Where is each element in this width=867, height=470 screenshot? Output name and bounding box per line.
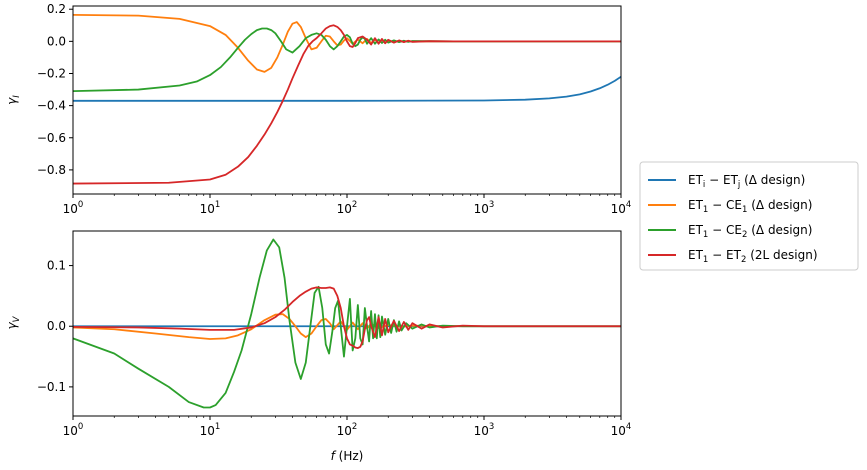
legend-frame — [639, 161, 859, 271]
top-x-tick-label: 102 — [337, 200, 358, 216]
top-series-line-1 — [73, 75, 621, 102]
legend-label-4: ET1 − ET2 (2L design) — [688, 248, 818, 265]
bottom-x-tick-label: 102 — [337, 422, 358, 438]
x-axis-label: f (Hz) — [331, 449, 364, 463]
legend-label-2: ET1 − CE1 (Δ design) — [688, 198, 812, 215]
top-series-line-3 — [73, 27, 621, 93]
top-series-line-4 — [73, 24, 621, 185]
legend-label-3: ET1 − CE2 (Δ design) — [688, 223, 812, 240]
bottom-y-tick-label: −0.1 — [37, 380, 66, 394]
bottom-y-axis-label: γV — [5, 315, 22, 329]
top-y-tick-label: 0.2 — [47, 2, 66, 16]
top-x-tick-label: 100 — [63, 200, 84, 216]
bottom-y-tick-label: 0.0 — [47, 319, 66, 333]
top-y-tick-label: 0.0 — [47, 34, 66, 48]
top-panel: 0.2 0.0 −0.2 −0.4 −0.6 −0.8 100 101 102 103 104 γ… — [5, 2, 631, 216]
top-y-tick-label: −0.4 — [37, 99, 66, 113]
bottom-series-line-4 — [73, 286, 621, 349]
bottom-panel: 0.1 0.0 −0.1 100 101 102 103 104 γV f (Hz) — [5, 230, 632, 463]
top-y-tick-label: −0.8 — [37, 163, 66, 177]
top-x-tick-label: 101 — [200, 200, 221, 216]
top-y-tick-label: −0.6 — [37, 131, 66, 145]
bottom-x-tick-label: 104 — [611, 422, 632, 438]
legend: ETi − ETj (Δ design) ET1 − CE1 (Δ design)… — [639, 161, 859, 271]
bottom-x-tick-label: 101 — [200, 422, 221, 438]
top-series-line-2 — [73, 13, 621, 73]
legend-label-1: ETi − ETj (Δ design) — [688, 173, 805, 190]
bottom-series-line-3 — [73, 238, 621, 409]
top-y-tick-label: −0.2 — [37, 66, 66, 80]
top-x-tick-label: 103 — [474, 200, 495, 216]
bottom-x-tick-label: 100 — [63, 422, 84, 438]
top-y-axis-label: γI — [5, 95, 22, 105]
bottom-y-tick-label: 0.1 — [47, 259, 66, 273]
top-x-tick-label: 104 — [611, 200, 632, 216]
bottom-x-tick-label: 103 — [474, 422, 495, 438]
